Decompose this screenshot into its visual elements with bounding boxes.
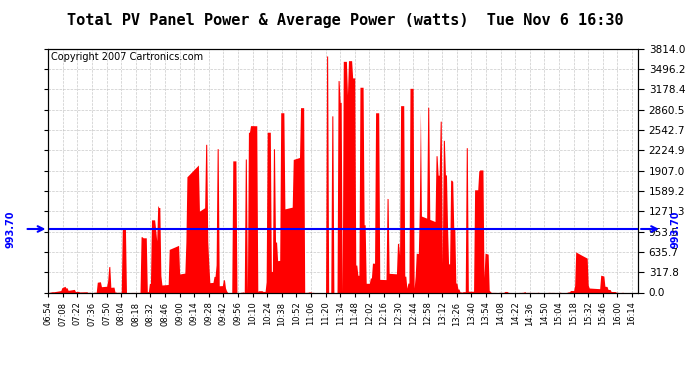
Text: Total PV Panel Power & Average Power (watts)  Tue Nov 6 16:30: Total PV Panel Power & Average Power (wa…: [67, 13, 623, 28]
Text: Copyright 2007 Cartronics.com: Copyright 2007 Cartronics.com: [51, 53, 204, 62]
Text: 993.70: 993.70: [671, 210, 681, 248]
Text: 993.70: 993.70: [6, 210, 16, 248]
